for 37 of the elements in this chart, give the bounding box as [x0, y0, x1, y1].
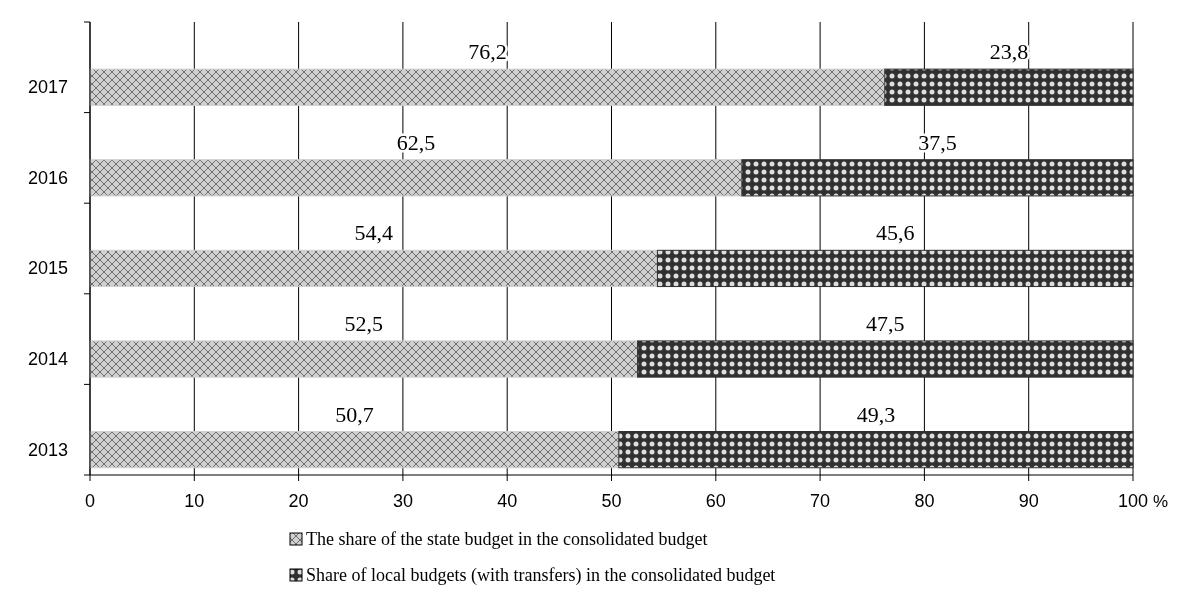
y-tick-label: 2013	[27, 439, 68, 460]
data-label: 49,3	[856, 401, 896, 427]
x-tick-label: 100	[1117, 491, 1149, 511]
bar	[618, 431, 1134, 469]
x-tick-label: 40	[497, 491, 518, 511]
data-label: 47,5	[866, 310, 905, 336]
x-tick-label: 90	[1018, 491, 1039, 511]
data-label: 54,4	[354, 220, 393, 246]
bar	[89, 159, 743, 197]
y-tick-label: 2016	[27, 167, 68, 188]
y-tick-label: 2014	[27, 349, 68, 370]
x-tick-label: 30	[392, 491, 413, 511]
bar	[89, 431, 620, 469]
x-tick-label: 0	[84, 491, 96, 511]
bar	[884, 68, 1134, 106]
bar	[89, 340, 639, 378]
data-label: 76,2	[468, 39, 507, 65]
data-label: 45,6	[875, 220, 915, 246]
bar	[656, 249, 1134, 288]
bar	[741, 159, 1134, 197]
y-tick-label: 2017	[27, 77, 68, 98]
x-tick-label: 10	[184, 491, 205, 511]
data-label: 52,5	[344, 310, 384, 336]
x-tick-label: 60	[705, 491, 726, 511]
data-label: 23,8	[989, 39, 1029, 65]
bar	[89, 68, 886, 106]
data-label: 50,7	[335, 401, 374, 427]
x-tick-label: 20	[288, 491, 309, 511]
y-tick-label: 2015	[27, 258, 68, 279]
x-tick-label: 80	[914, 491, 935, 511]
legend-label: The share of the state budget in the consolidated budget	[306, 529, 708, 549]
bar	[89, 249, 658, 288]
bar	[637, 340, 1134, 378]
x-axis-title: %	[1153, 492, 1169, 511]
legend-label: Share of local budgets (with transfers) in the consolidated budget	[306, 565, 776, 586]
x-tick-label: 50	[601, 491, 622, 511]
x-tick-label: 70	[810, 491, 831, 511]
